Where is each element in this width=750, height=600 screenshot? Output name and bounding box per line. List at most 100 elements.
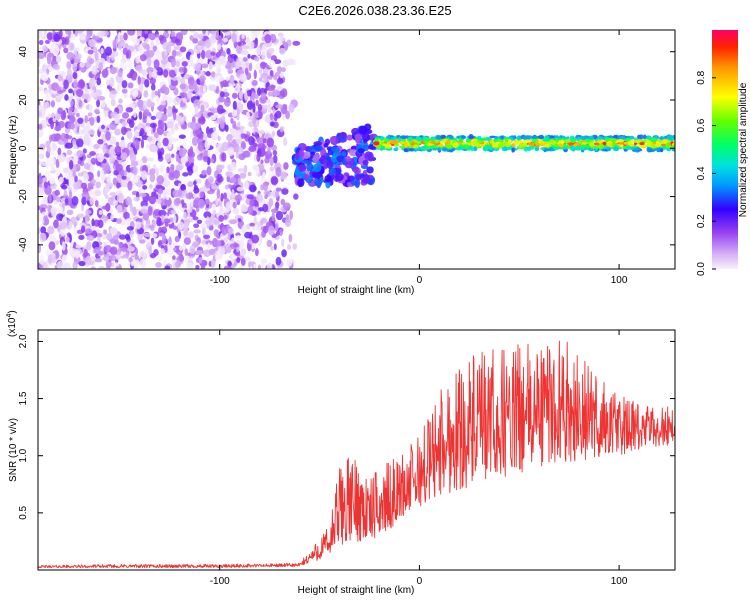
spectrogram-blob: [480, 137, 487, 142]
spectrogram-blob: [246, 89, 253, 97]
spectrogram-blob: [76, 213, 85, 219]
spectrogram-blob: [274, 190, 279, 198]
spectrogram-blob: [170, 80, 179, 87]
spectrogram-blob: [202, 227, 206, 236]
spectrogram-blob: [292, 243, 298, 250]
spectrogram-blob: [126, 226, 134, 231]
spectrogram-blob: [103, 241, 107, 247]
spectrogram-blob: [168, 236, 172, 246]
spectrogram-blob: [339, 131, 347, 139]
spectrogram-blob: [249, 198, 255, 207]
colorbar-tick-label: 0.6: [696, 118, 707, 132]
spectrogram-blob: [350, 180, 359, 186]
spectrogram-blob: [45, 158, 51, 168]
spectrogram-blob: [160, 58, 169, 65]
spectrogram-blob: [50, 133, 59, 142]
spectrogram-blob: [149, 172, 156, 183]
spectrogram-blob: [159, 163, 166, 173]
spectrogram-blob: [242, 150, 251, 158]
spectrogram-blob: [230, 176, 237, 184]
spectrogram-blob: [445, 143, 453, 149]
spectrogram-blob: [237, 177, 241, 185]
spectrogram-blob: [254, 248, 259, 257]
spectrogram-blob: [195, 264, 200, 269]
spectrogram-blob: [434, 140, 439, 144]
spectrogram-blob: [253, 263, 257, 269]
spectrogram-blob: [155, 262, 162, 268]
spectrogram-blob: [267, 103, 272, 113]
spectrogram-blob: [106, 55, 110, 63]
spectrogram-blob: [120, 58, 128, 63]
spectrogram-blob: [110, 90, 118, 95]
spectrogram-blob: [197, 198, 205, 209]
spectrogram-blob: [167, 184, 171, 195]
spectrogram-blob: [126, 196, 130, 202]
spectrogram-blob: [77, 79, 86, 89]
spectrogram-blob: [48, 192, 52, 203]
snr-x-ticks: -100 0 100: [210, 330, 628, 587]
spectrogram-blob: [138, 45, 143, 52]
spectrogram-blob: [168, 76, 172, 86]
spectrogram-blob: [174, 261, 182, 268]
spectrogram-blob: [108, 196, 114, 205]
spectrogram-blob: [172, 255, 176, 260]
spectrogram-blob: [254, 131, 258, 139]
spectrogram-blob: [220, 247, 226, 255]
spectrogram-blob: [282, 202, 291, 211]
spectrogram-blob: [281, 67, 286, 73]
spectrogram-blob: [218, 214, 224, 222]
spectrogram-blob: [52, 42, 57, 47]
spectrogram-blob: [72, 62, 78, 72]
spectrogram-blob: [293, 193, 299, 200]
snr-y-ticks: 0.5 1.0 1.5 2.0: [18, 334, 675, 520]
spectrogram-blob: [57, 107, 63, 115]
spectrogram-blob: [65, 236, 70, 243]
spectrogram-blob: [277, 85, 284, 91]
spectrogram-blob: [298, 149, 305, 159]
spectrogram-blob: [102, 256, 111, 261]
spectrogram-blob: [178, 147, 187, 158]
spectrogram-blob: [227, 146, 234, 157]
spectrogram-blob: [223, 214, 228, 220]
spectrogram-blob: [127, 82, 134, 89]
spectrogram-blob: [232, 243, 240, 248]
spectrogram-blob: [110, 214, 115, 221]
spectrogram-blob: [415, 136, 422, 142]
spectrogram-blob: [142, 185, 148, 190]
spectrogram-blob: [504, 142, 512, 148]
spectrogram-blob: [283, 137, 288, 147]
spectrogram-blob: [49, 178, 56, 184]
spectrogram-blob: [185, 161, 190, 168]
spectrogram-blob: [164, 153, 172, 163]
spectrogram-blob: [91, 35, 100, 41]
spectrogram-blob: [240, 257, 246, 266]
spectrogram-blob: [202, 30, 206, 35]
spectrogram-blob: [97, 170, 101, 178]
spectrogram-blob: [61, 254, 67, 265]
spectrogram-blob: [165, 44, 172, 54]
spectrogram-blob: [143, 100, 147, 110]
spectrogram-blob: [280, 198, 286, 206]
spectrogram-blob: [612, 146, 619, 152]
spectrogram-blob: [191, 136, 198, 147]
spectrogram-blob: [655, 142, 661, 148]
spectrogram-blob: [183, 74, 191, 80]
spectrogram-blob: [153, 59, 160, 69]
spectrogram-blob: [256, 46, 261, 56]
spectrogram-blob: [226, 133, 233, 142]
spectrogram-blob: [115, 163, 123, 172]
spectrogram-blob: [527, 146, 532, 152]
spectrogram-blob: [247, 53, 251, 59]
spectrogram-blob: [276, 66, 282, 73]
spectrogram-blob: [241, 33, 245, 40]
spectrogram-blob: [162, 218, 171, 224]
spectrogram-blob: [193, 187, 200, 194]
spectrogram-blob: [280, 171, 288, 180]
spectrogram-blob: [362, 159, 369, 166]
spectrogram-blob: [97, 96, 106, 101]
spectrogram-blob: [255, 119, 260, 127]
spectrogram-blob: [193, 44, 202, 54]
spectrogram-blob: [264, 194, 268, 200]
spectrogram-blob: [255, 99, 259, 107]
spectrogram-blob: [182, 217, 190, 228]
